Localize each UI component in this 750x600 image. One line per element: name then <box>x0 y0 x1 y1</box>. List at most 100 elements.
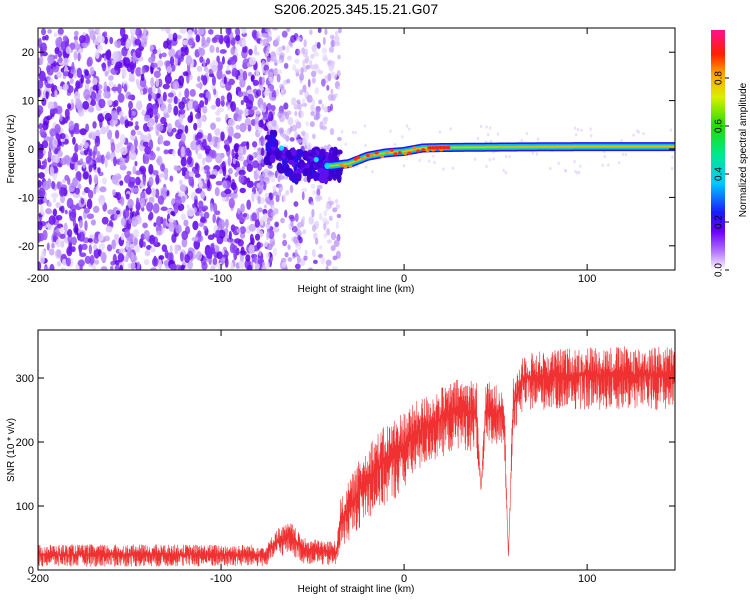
spectrogram-noise-cell <box>321 217 328 223</box>
spectrogram-noise-cell <box>88 132 93 139</box>
spectrogram-signal-cell <box>297 149 304 158</box>
spectrogram-noise-cell <box>255 69 260 77</box>
spectrogram-noise-cell <box>83 88 91 100</box>
spectrogram-noise-cell <box>143 28 147 37</box>
spectrogram-noise-cell <box>158 255 165 260</box>
spectrogram-noise-cell <box>247 109 255 115</box>
spectrogram-noise-cell <box>299 89 304 96</box>
spectrogram-noise-cell <box>151 93 157 100</box>
spectrogram-signal-cell <box>284 166 290 173</box>
spectrogram-noise-cell <box>64 116 69 124</box>
spectrogram-noise-cell <box>134 38 141 46</box>
spectrogram-noise-cell <box>226 77 230 83</box>
spectrogram-y-axis-label: Frequency (Hz) <box>6 115 17 184</box>
spectrogram-noise-cell <box>49 263 55 270</box>
spectrogram-signal-cell <box>317 167 325 173</box>
spectrogram-noise-cell <box>351 130 355 134</box>
spectrogram-noise-cell <box>278 127 284 135</box>
spectrogram-noise-cell <box>264 204 267 209</box>
spectrogram-noise-cell <box>113 213 118 221</box>
spectrogram-noise-cell <box>162 217 168 229</box>
spectrogram-noise-cell <box>168 222 175 232</box>
spectrogram-noise-cell <box>146 122 153 128</box>
spectrogram-noise-cell <box>285 189 290 196</box>
spectrogram-noise-cell <box>335 250 341 259</box>
spectrogram-signal-cell <box>324 163 330 170</box>
spectrogram-noise-cell <box>90 91 96 101</box>
spectrogram-noise-cell <box>257 207 263 213</box>
spectrogram-signal-cell <box>278 145 285 151</box>
spectrogram-noise-cell <box>113 156 117 167</box>
spectrogram-noise-cell <box>38 261 42 270</box>
spectrogram-noise-cell <box>305 64 311 70</box>
snr-series-line <box>38 346 675 567</box>
spectrogram-noise-cell <box>267 163 273 169</box>
spectrogram-peak-cell <box>412 146 417 150</box>
spectrogram-noise-cell <box>504 154 508 159</box>
spectrogram-noise-cell <box>125 39 130 50</box>
spectrogram-noise-cell <box>216 69 223 80</box>
spectrogram-noise-cell <box>183 71 189 77</box>
spectrogram-noise-cell <box>479 124 483 129</box>
spectrogram-noise-cell <box>266 217 271 225</box>
spectrogram-noise-cell <box>321 125 327 131</box>
spectrogram-noise-cell <box>227 104 231 111</box>
spectrogram-noise-cell <box>168 217 174 223</box>
spectrogram-noise-cell <box>73 128 81 135</box>
spectrogram-peak-cell <box>397 151 402 155</box>
spectrogram-noise-cell <box>318 245 323 250</box>
spectrogram-noise-cell <box>332 266 339 270</box>
spectrogram-noise-cell <box>38 159 42 169</box>
spectrogram-noise-cell <box>199 56 204 63</box>
spectrogram-noise-cell <box>174 196 183 206</box>
spectrogram-noise-cell <box>124 119 130 129</box>
spectrogram-noise-cell <box>154 114 159 124</box>
spectrogram-noise-cell <box>89 66 95 76</box>
spectrogram-noise-cell <box>151 62 159 68</box>
spectrogram-noise-cell <box>213 142 218 148</box>
spectrogram-noise-cell <box>172 80 180 90</box>
spectrogram-noise-cell <box>124 174 132 184</box>
spectrogram-noise-cell <box>574 133 578 137</box>
spectrogram-noise-cell <box>135 66 142 77</box>
spectrogram-noise-cell <box>286 45 290 53</box>
spectrogram-noise-cell <box>294 110 298 116</box>
spectrogram-noise-cell <box>248 56 257 66</box>
spectrogram-noise-cell <box>317 28 322 34</box>
spectrogram-noise-cell <box>442 167 445 171</box>
spectrogram-noise-cell <box>261 265 267 270</box>
spectrogram-signal-cell <box>275 150 281 161</box>
spectrogram-noise-cell <box>301 187 308 193</box>
spectrogram-noise-cell <box>278 175 285 180</box>
spectrogram-noise-cell <box>282 233 287 239</box>
spectrogram-noise-cell <box>62 83 69 91</box>
spectrogram-noise-cell <box>264 28 271 33</box>
spectrogram-noise-cell <box>111 174 119 185</box>
spectrogram-noise-cell <box>111 110 119 121</box>
spectrogram-noise-cell <box>38 105 44 115</box>
spectrogram-noise-cell <box>287 257 293 262</box>
spectrogram-noise-cell <box>89 148 93 157</box>
spectrogram-noise-cell <box>334 30 339 36</box>
spectrogram-noise-cell <box>152 203 160 214</box>
spectrogram-noise-cell <box>105 225 113 233</box>
spectrogram-noise-cell <box>227 118 236 127</box>
spectrogram-noise-cell <box>210 265 216 270</box>
spectrogram-noise-cell <box>601 163 604 167</box>
spectrogram-noise-cell <box>265 252 271 260</box>
spectrogram-noise-cell <box>632 133 635 137</box>
spectrogram-noise-cell <box>38 70 46 82</box>
spectrogram-noise-cell <box>155 77 160 88</box>
spectrogram-noise-cell <box>147 56 155 64</box>
spectrogram-noise-cell <box>77 52 81 62</box>
spectrogram-noise-cell <box>135 47 142 59</box>
spectrogram-noise-cell <box>156 93 161 99</box>
spectrogram-noise-cell <box>247 124 252 132</box>
spectrogram-noise-cell <box>187 38 194 46</box>
spectrogram-noise-cell <box>79 158 84 164</box>
spectrogram-noise-cell <box>312 189 316 196</box>
spectrogram-noise-cell <box>112 51 120 61</box>
snr-x-ticks: -200 -100 0 100 <box>27 330 596 585</box>
spectrogram-noise-cell <box>242 45 248 54</box>
spectrogram-noise-cell <box>177 266 182 270</box>
